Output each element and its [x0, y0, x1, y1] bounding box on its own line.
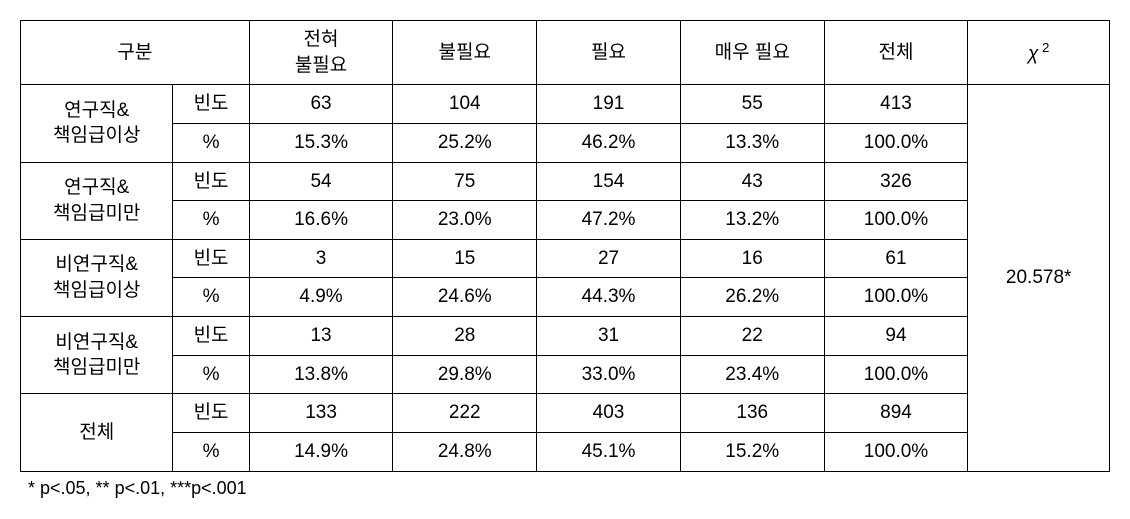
sub-pct: %: [173, 433, 249, 472]
cell: 24.8%: [393, 433, 537, 472]
cell: 133: [249, 394, 393, 433]
group-name: 연구직&책임급미만: [21, 162, 173, 239]
cell: 13.2%: [680, 201, 824, 240]
sub-freq: 빈도: [173, 317, 249, 356]
cell: 14.9%: [249, 433, 393, 472]
table-row: % 16.6% 23.0% 47.2% 13.2% 100.0%: [21, 201, 1110, 240]
cell: 403: [537, 394, 681, 433]
cell: 23.0%: [393, 201, 537, 240]
table-row: % 15.3% 25.2% 46.2% 13.3% 100.0%: [21, 123, 1110, 162]
sub-freq: 빈도: [173, 162, 249, 201]
cell: 13.3%: [680, 123, 824, 162]
cell: 100.0%: [824, 123, 968, 162]
table-container: 구분 전혀불필요 불필요 필요 매우 필요 전체 χ 2 연구직&책임급이상 빈…: [20, 20, 1110, 499]
table-row: 연구직&책임급이상 빈도 63 104 191 55 413 20.578*: [21, 85, 1110, 124]
table-row: 비연구직&책임급미만 빈도 13 28 31 22 94: [21, 317, 1110, 356]
cell: 13: [249, 317, 393, 356]
total-name: 전체: [21, 394, 173, 471]
cell: 15: [393, 239, 537, 278]
cell: 15.2%: [680, 433, 824, 472]
cell: 326: [824, 162, 968, 201]
cell: 75: [393, 162, 537, 201]
table-row: 연구직&책임급미만 빈도 54 75 154 43 326: [21, 162, 1110, 201]
table-row: 비연구직&책임급이상 빈도 3 15 27 16 61: [21, 239, 1110, 278]
sub-pct: %: [173, 123, 249, 162]
cell: 63: [249, 85, 393, 124]
cell: 28: [393, 317, 537, 356]
sub-pct: %: [173, 355, 249, 394]
cell: 16.6%: [249, 201, 393, 240]
sub-freq: 빈도: [173, 239, 249, 278]
table-row: % 13.8% 29.8% 33.0% 23.4% 100.0%: [21, 355, 1110, 394]
header-col-2: 필요: [537, 21, 681, 85]
cell: 413: [824, 85, 968, 124]
cell: 894: [824, 394, 968, 433]
cell: 191: [537, 85, 681, 124]
cell: 16: [680, 239, 824, 278]
cell: 94: [824, 317, 968, 356]
table-row-total: 전체 빈도 133 222 403 136 894: [21, 394, 1110, 433]
header-col-0: 전혀불필요: [249, 21, 393, 85]
cell: 46.2%: [537, 123, 681, 162]
header-category: 구분: [21, 21, 250, 85]
sub-freq: 빈도: [173, 85, 249, 124]
cell: 100.0%: [824, 201, 968, 240]
cell: 22: [680, 317, 824, 356]
cell: 55: [680, 85, 824, 124]
cell: 23.4%: [680, 355, 824, 394]
footnote: * p<.05, ** p<.01, ***p<.001: [20, 478, 1110, 499]
cell: 100.0%: [824, 278, 968, 317]
group-name: 비연구직&책임급이상: [21, 239, 173, 316]
cell: 104: [393, 85, 537, 124]
cell: 45.1%: [537, 433, 681, 472]
header-row: 구분 전혀불필요 불필요 필요 매우 필요 전체 χ 2: [21, 21, 1110, 85]
cell: 29.8%: [393, 355, 537, 394]
cell: 44.3%: [537, 278, 681, 317]
header-col-3: 매우 필요: [680, 21, 824, 85]
cell: 222: [393, 394, 537, 433]
crosstab-table: 구분 전혀불필요 불필요 필요 매우 필요 전체 χ 2 연구직&책임급이상 빈…: [20, 20, 1110, 472]
cell: 13.8%: [249, 355, 393, 394]
table-row-total: % 14.9% 24.8% 45.1% 15.2% 100.0%: [21, 433, 1110, 472]
cell: 3: [249, 239, 393, 278]
cell: 26.2%: [680, 278, 824, 317]
cell: 61: [824, 239, 968, 278]
cell: 25.2%: [393, 123, 537, 162]
cell: 4.9%: [249, 278, 393, 317]
cell: 31: [537, 317, 681, 356]
sub-freq: 빈도: [173, 394, 249, 433]
header-col-1: 불필요: [393, 21, 537, 85]
cell: 154: [537, 162, 681, 201]
cell: 47.2%: [537, 201, 681, 240]
table-body: 연구직&책임급이상 빈도 63 104 191 55 413 20.578* %…: [21, 85, 1110, 471]
sub-pct: %: [173, 278, 249, 317]
cell: 27: [537, 239, 681, 278]
cell: 33.0%: [537, 355, 681, 394]
cell: 15.3%: [249, 123, 393, 162]
cell: 24.6%: [393, 278, 537, 317]
sub-pct: %: [173, 201, 249, 240]
table-row: % 4.9% 24.6% 44.3% 26.2% 100.0%: [21, 278, 1110, 317]
cell: 54: [249, 162, 393, 201]
header-chi-square: χ 2: [968, 21, 1110, 85]
cell: 100.0%: [824, 355, 968, 394]
group-name: 연구직&책임급이상: [21, 85, 173, 162]
chi-value-cell: 20.578*: [968, 85, 1110, 471]
header-col-4: 전체: [824, 21, 968, 85]
cell: 136: [680, 394, 824, 433]
group-name: 비연구직&책임급미만: [21, 317, 173, 394]
cell: 43: [680, 162, 824, 201]
cell: 100.0%: [824, 433, 968, 472]
